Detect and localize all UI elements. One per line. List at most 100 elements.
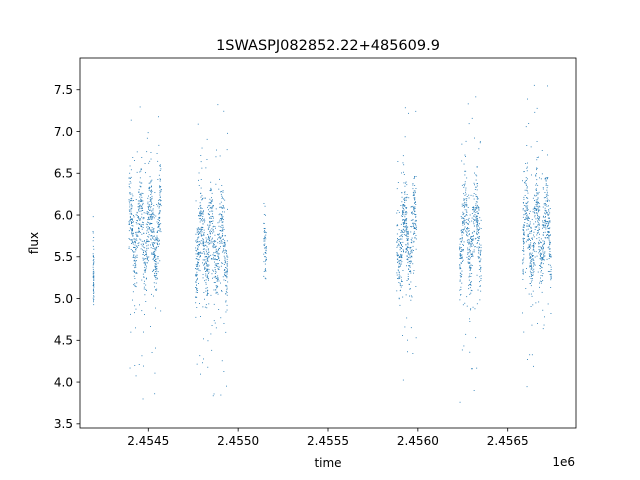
data-point (549, 274, 551, 275)
data-point (224, 257, 226, 259)
data-point (534, 216, 536, 218)
data-point (536, 179, 538, 181)
data-point (536, 205, 538, 207)
data-point (464, 201, 466, 203)
data-point (536, 212, 538, 214)
data-point (478, 209, 480, 211)
data-point (526, 214, 528, 216)
data-point (154, 276, 156, 278)
data-point (138, 230, 140, 232)
data-point (464, 154, 466, 156)
data-point (534, 229, 536, 230)
data-point (461, 234, 463, 236)
data-point (471, 256, 472, 257)
data-point (547, 195, 549, 196)
data-point (539, 282, 540, 284)
data-point (210, 242, 212, 244)
data-point (534, 212, 535, 214)
data-point (158, 207, 160, 209)
data-point (413, 272, 414, 274)
data-point (405, 228, 407, 230)
data-point (160, 205, 162, 207)
data-point (132, 222, 134, 223)
data-point (467, 249, 469, 251)
data-point (158, 213, 160, 215)
data-point (141, 207, 142, 209)
data-point (413, 207, 415, 209)
data-point (404, 107, 406, 109)
data-point (459, 279, 461, 281)
data-point (406, 317, 408, 319)
data-point (140, 182, 142, 184)
data-point (152, 228, 154, 230)
data-point (198, 244, 199, 246)
data-point (471, 281, 472, 283)
data-point (470, 281, 471, 283)
data-point (539, 258, 541, 260)
data-point (543, 197, 545, 199)
data-point (151, 217, 153, 219)
data-point (544, 197, 546, 198)
data-point (538, 219, 539, 221)
data-point (524, 189, 526, 191)
data-point (149, 197, 151, 198)
data-point (128, 186, 130, 187)
data-point (464, 170, 466, 172)
data-point (144, 258, 146, 260)
data-point (223, 246, 225, 247)
data-point (265, 257, 267, 259)
data-point (547, 185, 549, 187)
data-point (476, 215, 478, 217)
data-point (265, 252, 267, 253)
data-point (477, 206, 479, 207)
data-point (202, 244, 204, 246)
data-point (212, 277, 213, 279)
data-point (408, 112, 409, 114)
data-point (468, 194, 470, 196)
data-point (92, 285, 94, 286)
data-point (129, 216, 131, 217)
data-point (480, 249, 482, 251)
data-point (524, 182, 526, 184)
data-point (544, 219, 546, 221)
data-point (480, 268, 482, 270)
data-point (405, 248, 407, 250)
data-point (397, 182, 399, 183)
data-point (465, 221, 467, 223)
data-point (209, 221, 211, 223)
data-point (195, 275, 197, 277)
data-point (203, 221, 205, 223)
data-point (140, 206, 142, 207)
data-point (206, 258, 208, 260)
data-point (202, 227, 204, 228)
data-point (529, 217, 530, 219)
data-point (132, 250, 133, 252)
data-point (466, 204, 468, 206)
data-point (465, 215, 466, 217)
data-point (531, 272, 533, 274)
data-point (530, 226, 532, 228)
data-point (200, 179, 202, 180)
data-point (545, 228, 547, 230)
data-point (149, 186, 151, 188)
data-point (206, 264, 208, 266)
data-point (207, 293, 208, 294)
data-point (215, 271, 217, 273)
data-point (547, 225, 549, 226)
data-point (406, 227, 408, 229)
data-point (218, 280, 220, 282)
data-point (219, 248, 221, 249)
data-point (396, 272, 398, 274)
data-point (462, 222, 464, 224)
data-point (549, 227, 551, 229)
data-point (461, 349, 463, 351)
data-point (199, 355, 201, 357)
data-point (200, 235, 202, 237)
data-point (136, 235, 138, 237)
data-point (223, 207, 225, 209)
data-point (461, 238, 463, 239)
data-point (156, 204, 158, 205)
data-point (264, 237, 265, 239)
data-point (468, 284, 470, 286)
data-point (206, 253, 208, 255)
